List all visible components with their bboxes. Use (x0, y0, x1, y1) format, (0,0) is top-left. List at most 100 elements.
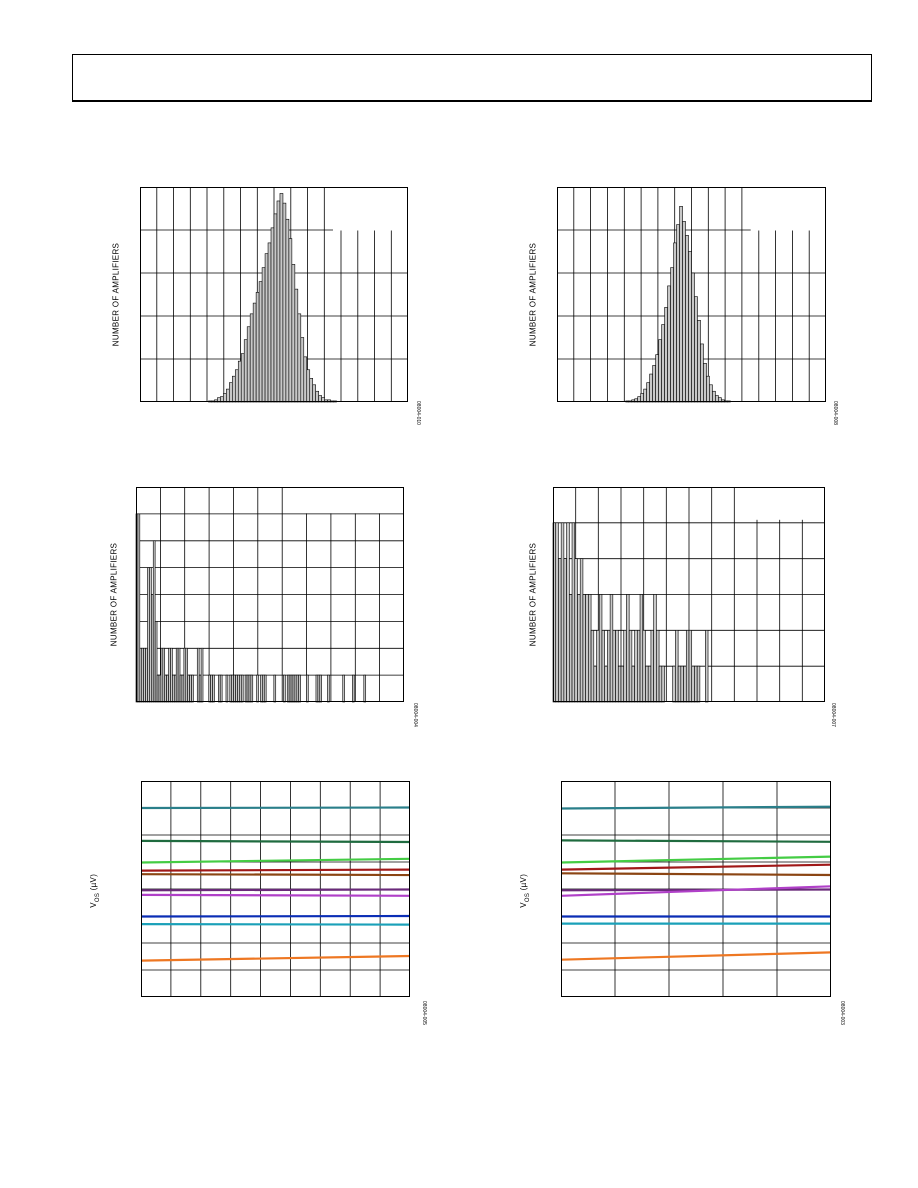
histogram-bar (585, 594, 589, 703)
histogram-bar (237, 360, 242, 403)
histogram-bar (569, 594, 573, 703)
histogram-bar (558, 558, 562, 703)
histogram-bar (363, 674, 367, 703)
vos-line-plot (560, 781, 832, 997)
figure-id: 08004-003 (839, 1001, 845, 1025)
histogram-bar (685, 630, 690, 703)
histogram-bar (664, 307, 668, 403)
vos-line-plot (140, 781, 411, 997)
histogram-bar (229, 382, 233, 403)
histogram-bar (327, 674, 330, 703)
histogram-bar (577, 594, 581, 703)
histogram-bar (276, 200, 281, 403)
histogram-bar (255, 292, 260, 403)
histogram-bar (680, 665, 684, 703)
series-line-0 (560, 805, 832, 810)
histogram-bar (655, 354, 659, 403)
histogram-bar (249, 313, 254, 403)
plot-frame (561, 781, 831, 997)
series-line-9 (560, 951, 832, 961)
histogram-bar (682, 221, 686, 403)
histogram-bar (234, 369, 239, 403)
histogram-plot (140, 187, 408, 403)
histogram-bar (647, 665, 652, 703)
histogram-bar (688, 251, 692, 403)
histogram-bar (615, 630, 619, 703)
figure-id: 08004-008 (832, 401, 838, 425)
histogram-bar (273, 213, 278, 403)
y-axis-label: NUMBER OF AMPLIFIERS (109, 542, 119, 647)
histogram-bar (642, 630, 646, 703)
histogram-bar (653, 594, 657, 703)
series-line-5 (140, 888, 411, 892)
histogram-bar (677, 665, 682, 703)
histogram-bar (700, 343, 704, 403)
histogram-bar (282, 202, 287, 403)
histogram-bar (243, 339, 248, 403)
histogram-bar (650, 630, 654, 703)
histogram-bar (342, 674, 345, 703)
histogram-bar (670, 267, 674, 403)
figure-id: 08004-004 (412, 703, 418, 727)
histogram-bar (252, 302, 257, 403)
histogram-bar (294, 288, 299, 403)
histogram-bar (631, 665, 635, 703)
histogram-bar (319, 674, 322, 703)
histogram-bar (225, 674, 229, 703)
histogram-bar (658, 665, 663, 703)
histogram-bar (676, 224, 680, 403)
histogram-bar (634, 630, 638, 703)
histogram-bar (226, 388, 230, 403)
histogram-bar (637, 630, 641, 703)
series-line-2 (140, 857, 411, 864)
histogram-bar (607, 630, 611, 703)
series-line-8 (140, 923, 411, 926)
histogram-bar (582, 594, 586, 703)
histogram-bar (675, 630, 679, 703)
plot-frame (136, 487, 404, 702)
histogram-bar (246, 326, 251, 403)
histogram-bar (601, 630, 605, 703)
histogram-bar (270, 227, 275, 403)
series-line-4 (140, 873, 411, 877)
histogram-bar (306, 674, 309, 703)
histogram-bar (309, 378, 314, 403)
legend-box (296, 487, 404, 514)
histogram-bar (560, 522, 565, 703)
histogram-bar (709, 384, 713, 403)
histogram-bar (273, 674, 277, 703)
histogram-bar (315, 390, 319, 403)
plot-frame (553, 487, 825, 702)
histogram-plot (557, 187, 826, 403)
series-line-3 (560, 863, 832, 871)
histogram-bar (352, 674, 355, 703)
histogram-bar (685, 235, 689, 403)
series-line-6 (560, 885, 832, 897)
histogram-bar (291, 264, 296, 403)
histogram-bar (694, 665, 698, 703)
histogram-bar (300, 337, 305, 403)
histogram-bar (649, 373, 653, 403)
histogram-bar (312, 384, 316, 403)
histogram-bar (617, 665, 622, 703)
histogram-bar (267, 242, 272, 403)
histogram-bar (640, 393, 644, 403)
histogram-bar (703, 363, 707, 403)
figure-id: 08004-005 (421, 1001, 427, 1025)
y-axis-label: NUMBER OF AMPLIFIERS (528, 542, 538, 647)
histogram-bar (673, 242, 677, 403)
histogram-bar (626, 594, 630, 703)
histogram-bar (261, 267, 266, 403)
histogram-bar (593, 665, 597, 703)
histogram-bar (643, 388, 647, 403)
histogram-bar (579, 558, 584, 703)
series-line-6 (140, 893, 411, 897)
histogram-bar (191, 674, 194, 703)
histogram-bar (672, 665, 676, 703)
histogram-bar (652, 365, 656, 403)
histogram-bar (658, 339, 662, 403)
histogram-bar (661, 665, 665, 703)
histogram-bar (256, 674, 259, 703)
histogram-bar (250, 674, 254, 703)
histogram-bar (609, 594, 614, 703)
